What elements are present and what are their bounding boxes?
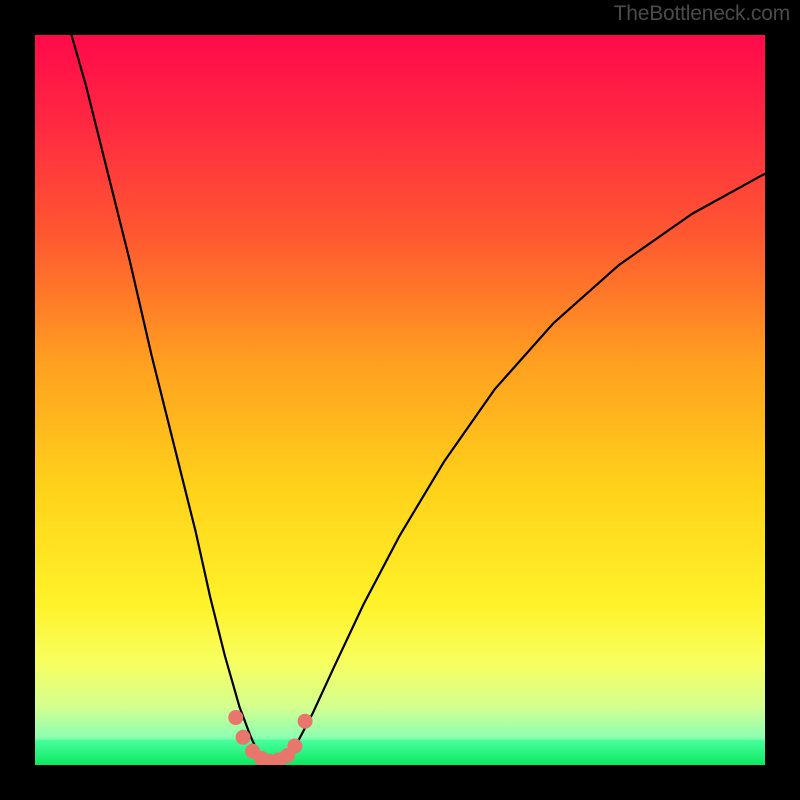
data-point	[228, 710, 243, 725]
plot-svg	[35, 35, 765, 765]
chart-frame: TheBottleneck.com	[0, 0, 800, 800]
plot-area	[35, 35, 765, 765]
data-point	[287, 739, 302, 754]
data-point	[298, 714, 313, 729]
green-band	[35, 739, 765, 765]
data-point	[236, 730, 251, 745]
gradient-background	[35, 35, 765, 765]
watermark-text: TheBottleneck.com	[614, 2, 790, 26]
